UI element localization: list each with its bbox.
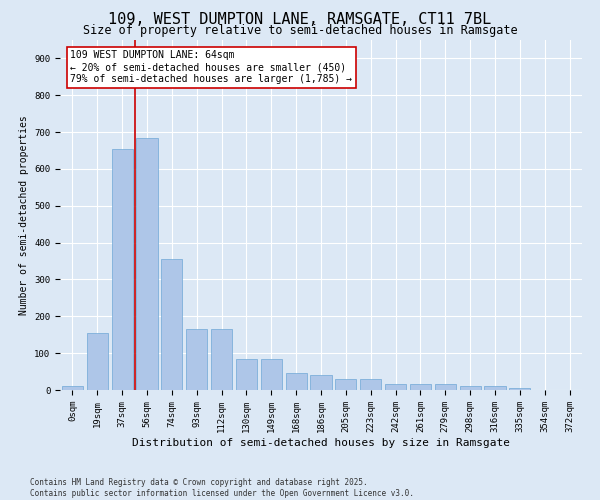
Bar <box>435 384 456 390</box>
Bar <box>484 386 506 390</box>
Bar <box>186 329 207 390</box>
Bar <box>286 374 307 390</box>
Bar <box>87 333 108 390</box>
Bar <box>211 329 232 390</box>
Bar <box>161 259 182 390</box>
Y-axis label: Number of semi-detached properties: Number of semi-detached properties <box>19 115 29 315</box>
Bar <box>360 379 381 390</box>
Text: Contains HM Land Registry data © Crown copyright and database right 2025.
Contai: Contains HM Land Registry data © Crown c… <box>30 478 414 498</box>
Bar <box>112 148 133 390</box>
Bar <box>509 388 530 390</box>
Bar <box>236 358 257 390</box>
Bar <box>261 358 282 390</box>
Text: 109 WEST DUMPTON LANE: 64sqm
← 20% of semi-detached houses are smaller (450)
79%: 109 WEST DUMPTON LANE: 64sqm ← 20% of se… <box>70 50 352 84</box>
Bar <box>460 386 481 390</box>
Bar <box>335 379 356 390</box>
Bar <box>410 384 431 390</box>
Bar <box>385 384 406 390</box>
Bar <box>136 138 158 390</box>
Text: Size of property relative to semi-detached houses in Ramsgate: Size of property relative to semi-detach… <box>83 24 517 37</box>
X-axis label: Distribution of semi-detached houses by size in Ramsgate: Distribution of semi-detached houses by … <box>132 438 510 448</box>
Bar <box>310 376 332 390</box>
Text: 109, WEST DUMPTON LANE, RAMSGATE, CT11 7BL: 109, WEST DUMPTON LANE, RAMSGATE, CT11 7… <box>109 12 491 28</box>
Bar <box>62 386 83 390</box>
